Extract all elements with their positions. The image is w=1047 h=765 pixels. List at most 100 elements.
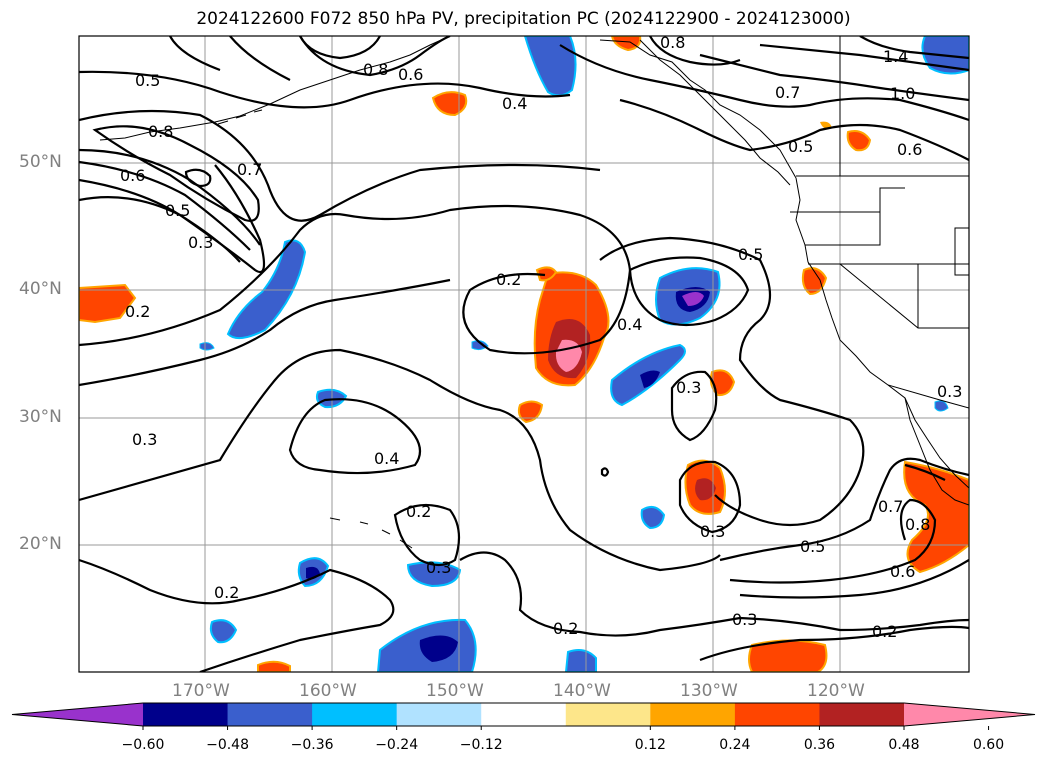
precip-pos-region <box>709 369 736 397</box>
pv-contour <box>699 625 969 662</box>
precip-pos-region <box>257 660 291 672</box>
pv-contour <box>299 36 451 77</box>
contour-label: 0.7 <box>775 83 800 102</box>
pv-contour <box>759 43 969 72</box>
precip-neg-region <box>209 619 238 644</box>
pv-contour <box>79 278 451 387</box>
colorbar-segment <box>481 703 567 726</box>
precip-neg-region <box>564 649 597 672</box>
colorbar-tick-label: −0.24 <box>375 737 419 753</box>
pv-contour <box>79 109 601 222</box>
pv-contour <box>699 53 969 102</box>
contour-label: 0.2 <box>872 622 897 641</box>
pv-contour <box>859 36 969 60</box>
lat-label: 30°N <box>19 407 62 427</box>
pv-contour <box>79 70 571 109</box>
pv-contour <box>169 36 221 72</box>
pv-contour <box>79 160 251 251</box>
contour-label: 0.5 <box>738 245 763 264</box>
contour-label: 0.2 <box>214 583 239 602</box>
contour-label: 0.6 <box>890 562 915 581</box>
map-title: 2024122600 F072 850 hPa PV, precipitatio… <box>196 9 851 29</box>
contour-label: 0.8 <box>660 33 685 52</box>
state-border <box>805 212 881 246</box>
graticule <box>79 36 969 672</box>
colorbar <box>11 702 1036 730</box>
pv-contour <box>619 98 969 161</box>
coastline-bc <box>599 39 797 179</box>
pv-contour <box>288 398 422 475</box>
contour-label: 0.2 <box>553 619 578 638</box>
lon-label: 130°W <box>680 681 738 701</box>
pv-contour <box>729 498 937 584</box>
precip-neg-region <box>640 505 666 530</box>
precip-neg-region <box>523 36 577 97</box>
pv-contour <box>904 463 946 481</box>
precip-pos-region <box>79 283 137 324</box>
contour-label: 0.4 <box>502 94 527 113</box>
coastline-baja <box>904 397 969 506</box>
contour-label: 0.6 <box>398 65 423 84</box>
precip-neg-region <box>682 292 704 306</box>
state-border <box>954 227 969 276</box>
contour-label: 0.3 <box>676 378 701 397</box>
colorbar-segment <box>396 703 482 726</box>
colorbar-tick-label: −0.36 <box>290 737 334 753</box>
precip-neg-region <box>934 400 949 412</box>
pv-contour <box>670 370 718 442</box>
colorbar-extend-min <box>12 703 143 726</box>
precip-pos-region <box>517 400 544 424</box>
pv-contour <box>739 559 969 599</box>
contour-label: 0.5 <box>135 71 160 90</box>
colorbar-segment <box>565 703 651 726</box>
contour-label: 0.6 <box>897 140 922 159</box>
pv-contour <box>299 36 381 60</box>
contour-label: 0.3 <box>937 382 962 401</box>
plot-frame <box>78 35 970 673</box>
pv-contour <box>600 467 610 477</box>
pv-contour <box>628 256 750 327</box>
pv-contour <box>678 460 742 534</box>
precip-neg-region <box>419 635 458 662</box>
colorbar-tick-label: −0.48 <box>206 737 249 753</box>
pv-contour <box>79 204 632 355</box>
pv-contour <box>79 348 721 572</box>
contour-label: 0.7 <box>878 497 903 516</box>
contour-label: 1.4 <box>883 47 908 66</box>
pv-contour <box>459 551 969 637</box>
contour-label: 0.3 <box>732 610 757 629</box>
coastline-west-us <box>795 177 969 489</box>
pv-contour <box>599 236 865 527</box>
lon-label: 160°W <box>299 681 357 701</box>
coastline-panhandle <box>639 39 791 186</box>
colorbar-tick-label: 0.36 <box>803 737 836 753</box>
colorbar-segment <box>734 703 820 726</box>
contour-label: 0.2 <box>406 502 431 521</box>
contour-label: 0.5 <box>800 537 825 556</box>
contour-label: 0.5 <box>788 137 813 156</box>
contour-label: 0.2 <box>125 302 150 321</box>
contour-label: 0.4 <box>374 449 399 468</box>
colorbar-segment <box>143 703 229 726</box>
contour-label: 0.3 <box>700 522 725 541</box>
precip-neg-region <box>226 239 307 340</box>
coastline-aleutians <box>217 109 263 125</box>
contour-label: 1.0 <box>890 84 915 103</box>
pv-contour <box>649 36 741 66</box>
contour-label: 0.5 <box>165 201 190 220</box>
colorbar-tick-label: −0.60 <box>121 737 165 753</box>
pv-contour <box>719 457 969 562</box>
colorbar-tick-label: −0.12 <box>459 737 503 753</box>
lon-label: 140°W <box>553 681 611 701</box>
pv-contour <box>79 164 266 273</box>
contour-label: 0.8 <box>905 515 930 534</box>
pv-contour <box>393 503 461 567</box>
contour-label: 0.3 <box>132 430 157 449</box>
lon-label: 150°W <box>426 681 484 701</box>
lon-label: 170°W <box>172 681 230 701</box>
contour-label: 0.8 <box>148 122 173 141</box>
lon-label: 120°W <box>807 681 865 701</box>
precip-neg-region <box>406 561 462 588</box>
pv-contour <box>79 178 241 263</box>
precip-pos-region <box>695 478 716 501</box>
